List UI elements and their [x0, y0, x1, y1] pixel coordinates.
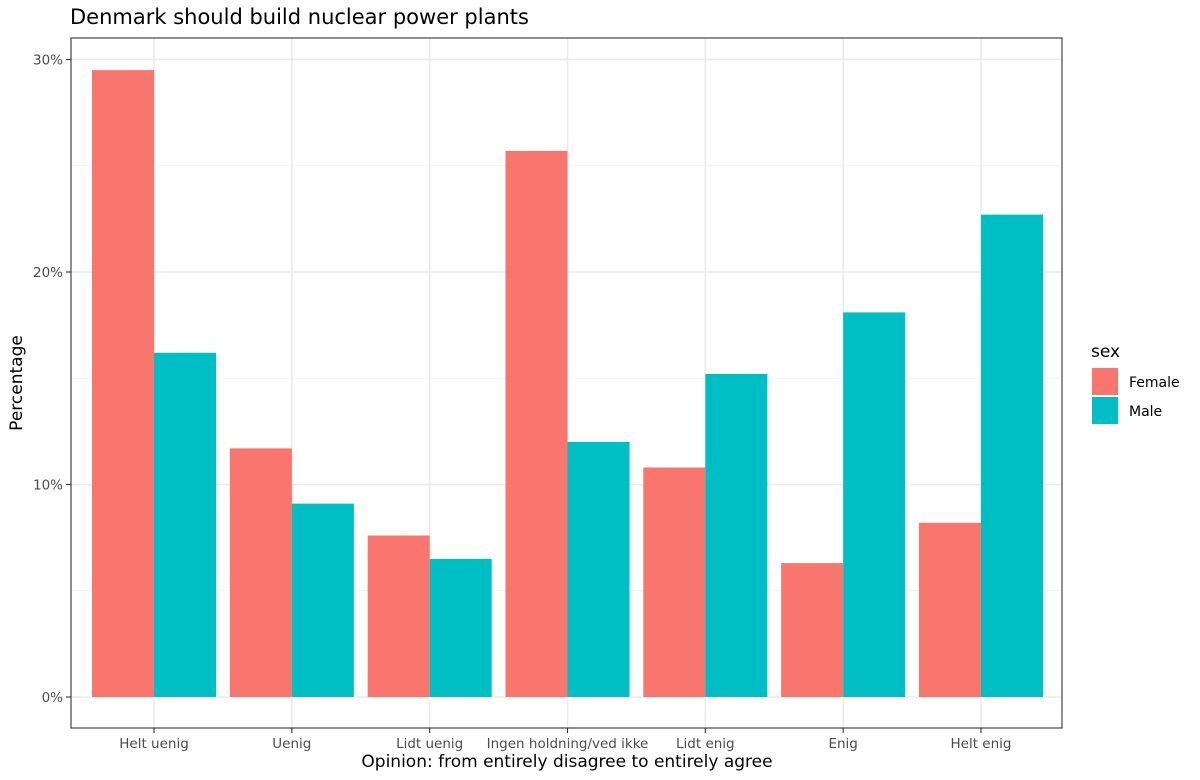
- plot-panel-border: [70, 37, 1063, 729]
- x-tick-label: Helt uenig: [119, 736, 189, 752]
- legend-key-male: [1092, 397, 1118, 424]
- y-tick-label: 30%: [33, 53, 63, 69]
- bar-female-2: [229, 448, 292, 697]
- x-tick-label: Lidt enig: [676, 736, 735, 752]
- y-tick-label: 10%: [33, 478, 63, 494]
- bar-female-4: [505, 150, 568, 697]
- bar-female-3: [367, 535, 430, 697]
- bar-female-7: [918, 522, 981, 697]
- legend: sex Female Male: [1091, 342, 1180, 424]
- legend-title: sex: [1091, 342, 1120, 362]
- x-tick-label: Uenig: [272, 736, 311, 752]
- bar-female-1: [92, 70, 155, 697]
- bar-female-6: [781, 563, 844, 697]
- bar-male-5: [705, 374, 768, 697]
- x-tick-label: Lidt uenig: [396, 736, 463, 752]
- bar-male-7: [980, 214, 1043, 697]
- bar-female-5: [643, 467, 706, 697]
- bar-male-3: [429, 558, 492, 697]
- bar-male-6: [843, 312, 906, 697]
- x-tick-label: Enig: [828, 736, 857, 752]
- y-tick-label: 20%: [33, 265, 63, 281]
- bar-male-4: [567, 442, 630, 697]
- x-tick-label: Ingen holdning/ved ikke: [487, 736, 649, 752]
- chart-title: Denmark should build nuclear power plant…: [70, 5, 529, 29]
- y-axis: 0% 10% 20% 30%: [33, 53, 71, 706]
- x-axis-label: Opinion: from entirely disagree to entir…: [361, 752, 772, 772]
- bar-male-2: [291, 503, 354, 697]
- bars-group: [92, 70, 1043, 697]
- y-axis-label: Percentage: [7, 335, 27, 431]
- legend-label-female: Female: [1129, 375, 1180, 391]
- x-tick-label: Helt enig: [950, 736, 1011, 752]
- legend-label-male: Male: [1129, 404, 1162, 420]
- x-axis: Helt uenig Uenig Lidt uenig Ingen holdning/…: [119, 728, 1011, 752]
- legend-key-female: [1092, 368, 1118, 395]
- y-tick-label: 0%: [42, 690, 64, 706]
- bar-male-1: [154, 352, 217, 697]
